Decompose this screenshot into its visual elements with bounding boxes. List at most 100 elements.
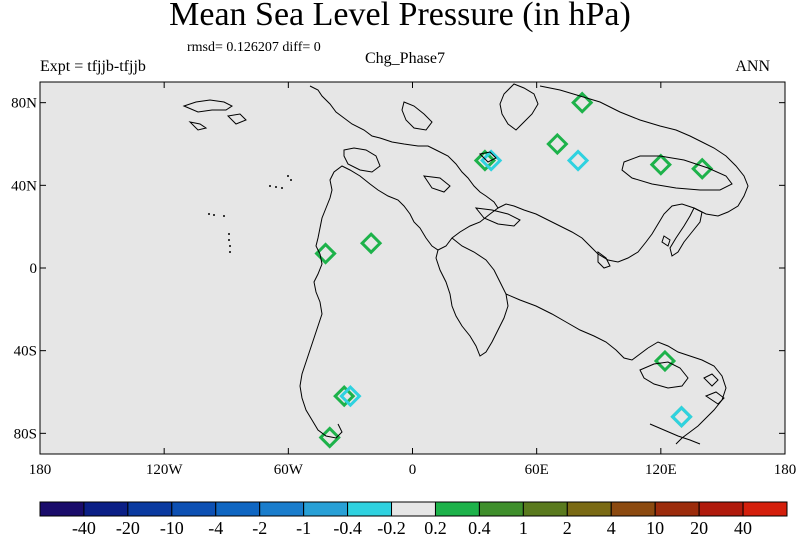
colorbar-label: -40 <box>72 518 96 536</box>
anomaly-layer <box>314 91 714 449</box>
coastlines <box>182 83 749 445</box>
anomaly-patch <box>359 232 383 255</box>
colorbar-label: -20 <box>116 518 140 536</box>
colorbar-label: -4 <box>208 518 223 536</box>
anomaly-patch <box>566 149 590 172</box>
anomaly-patch <box>571 91 594 114</box>
y-tick-label: 80N <box>11 96 37 112</box>
island-dot <box>228 233 230 235</box>
small-islands <box>208 175 292 253</box>
island-dot <box>208 213 210 215</box>
colorbar-box <box>698 501 744 517</box>
y-tick-label: 0 <box>30 261 38 277</box>
coastline-tasmania <box>703 373 719 387</box>
colorbar-label: 2 <box>563 518 572 536</box>
anomaly-patch <box>333 385 356 408</box>
coastline-africa <box>435 237 509 357</box>
x-tick-label: 180 <box>774 462 797 478</box>
x-tick-label: 120E <box>645 462 677 478</box>
coastline-island-mid <box>597 251 611 269</box>
colorbar-box <box>434 501 480 517</box>
colorbar-box <box>171 501 217 517</box>
coastline-hudson-bay <box>343 147 381 173</box>
map-background <box>40 82 785 454</box>
anomaly-patch <box>473 149 497 172</box>
colorbar-label: -10 <box>160 518 184 536</box>
anomaly-patch <box>546 132 569 156</box>
colorbar-label: 1 <box>519 518 528 536</box>
axis-tick-labels: 180 120W 60W 0 60E 120E 180 80N 40N 0 40S 80S <box>11 96 796 478</box>
colorbar-boxes <box>39 501 788 517</box>
colorbar-box <box>654 501 700 517</box>
colorbar-label: 0.4 <box>468 518 491 536</box>
coastline-arabia <box>505 293 649 361</box>
island-dot <box>213 214 215 216</box>
colorbar-box <box>522 501 568 517</box>
coastline-mediterranean <box>474 207 521 227</box>
anomaly-patch <box>339 385 362 408</box>
colorbar-label: 10 <box>646 518 664 536</box>
island-dot <box>281 187 283 189</box>
coastline-eurasia <box>497 85 749 263</box>
colorbar-box <box>391 501 436 517</box>
coastline-south-america <box>299 253 343 439</box>
x-tick-label: 180 <box>29 462 52 478</box>
colorbar-box <box>39 501 85 517</box>
colorbar-box <box>259 501 305 517</box>
anomaly-patch <box>653 349 677 373</box>
coastline-island-mid-atl <box>478 151 497 163</box>
phase-label: Chg_Phase7 <box>365 50 445 67</box>
anomaly-patch <box>314 242 337 265</box>
island-dot <box>229 251 231 253</box>
x-tick-label: 120W <box>146 462 184 478</box>
coastline-japan <box>669 207 703 257</box>
coastline-island-west-2 <box>188 121 208 131</box>
colorbar-box <box>566 501 612 517</box>
chart-title: Mean Sea Level Pressure (in hPa) <box>169 0 631 33</box>
island-dot <box>223 215 225 217</box>
colorbar-label: 0.2 <box>424 518 447 536</box>
coastline-island-west-3 <box>226 113 247 125</box>
coastline-kamchatka-loop <box>621 155 733 191</box>
colorbar-box <box>303 501 349 517</box>
colorbar-label: 20 <box>690 518 708 536</box>
anomaly-patch <box>691 157 714 180</box>
coastline-baffin <box>401 101 433 131</box>
axis-ticks <box>39 82 786 454</box>
colorbar-label: -0.4 <box>333 518 362 536</box>
rmsd-diff-label: rmsd= 0.126207 diff= 0 <box>187 40 321 55</box>
coastline-south-islands <box>704 391 725 405</box>
colorbar-box <box>478 501 524 517</box>
coastline-australia-south <box>649 423 701 445</box>
experiment-label: Expt = tfjjb-tfjjb <box>40 58 146 75</box>
coastline-greenland <box>499 83 539 131</box>
y-tick-label: 80S <box>14 426 37 442</box>
colorbar-box <box>127 501 173 517</box>
x-tick-label: 60W <box>274 462 304 478</box>
y-tick-label: 40S <box>14 344 37 360</box>
colorbar-box <box>610 501 656 517</box>
anomaly-patch <box>670 405 693 428</box>
island-dot <box>229 245 231 247</box>
colorbar-label: 4 <box>607 518 616 536</box>
colorbar-box <box>83 501 129 517</box>
island-dot <box>290 179 292 181</box>
colorbar-box <box>347 501 393 517</box>
anomaly-patch <box>649 153 672 176</box>
colorbar-label: -0.2 <box>377 518 406 536</box>
coastline-australia-north <box>639 361 689 389</box>
x-tick-label: 0 <box>409 462 417 478</box>
colorbar-box <box>215 501 261 517</box>
coastline-caribbean <box>422 175 451 193</box>
island-dot <box>228 239 230 241</box>
coastline-small-pacific <box>661 235 671 247</box>
colorbar-box <box>742 501 788 517</box>
island-dot <box>287 175 289 177</box>
colorbar-label: -2 <box>252 518 267 536</box>
anomaly-patch <box>480 149 503 172</box>
colorbar-label: -1 <box>296 518 311 536</box>
colorbar-labels: -40 -20 -10 -4 -2 -1 -0.4 -0.2 0.2 0.4 1 2 4 10 20 40 <box>72 518 752 536</box>
x-tick-label: 60E <box>525 462 549 478</box>
